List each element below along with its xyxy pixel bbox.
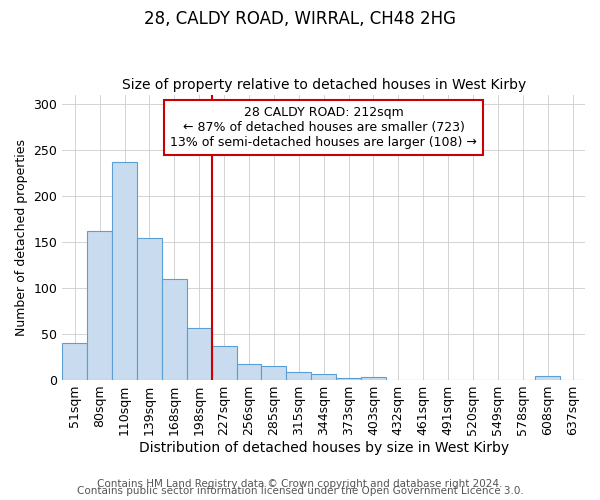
Text: 28, CALDY ROAD, WIRRAL, CH48 2HG: 28, CALDY ROAD, WIRRAL, CH48 2HG [144,10,456,28]
Bar [137,238,162,380]
Bar [336,378,361,380]
Bar [236,364,262,380]
Bar [62,343,87,380]
Bar [311,374,336,380]
Text: Contains HM Land Registry data © Crown copyright and database right 2024.: Contains HM Land Registry data © Crown c… [97,479,503,489]
Bar [262,366,286,380]
Y-axis label: Number of detached properties: Number of detached properties [15,139,28,336]
Bar [87,231,112,380]
Text: Contains public sector information licensed under the Open Government Licence 3.: Contains public sector information licen… [77,486,523,496]
Bar [361,377,386,380]
Bar [187,328,212,380]
Bar [162,278,187,380]
Bar [212,346,236,380]
Bar [112,162,137,380]
Bar [535,376,560,380]
Text: 28 CALDY ROAD: 212sqm
← 87% of detached houses are smaller (723)
13% of semi-det: 28 CALDY ROAD: 212sqm ← 87% of detached … [170,106,477,149]
Title: Size of property relative to detached houses in West Kirby: Size of property relative to detached ho… [122,78,526,92]
X-axis label: Distribution of detached houses by size in West Kirby: Distribution of detached houses by size … [139,441,509,455]
Bar [286,372,311,380]
